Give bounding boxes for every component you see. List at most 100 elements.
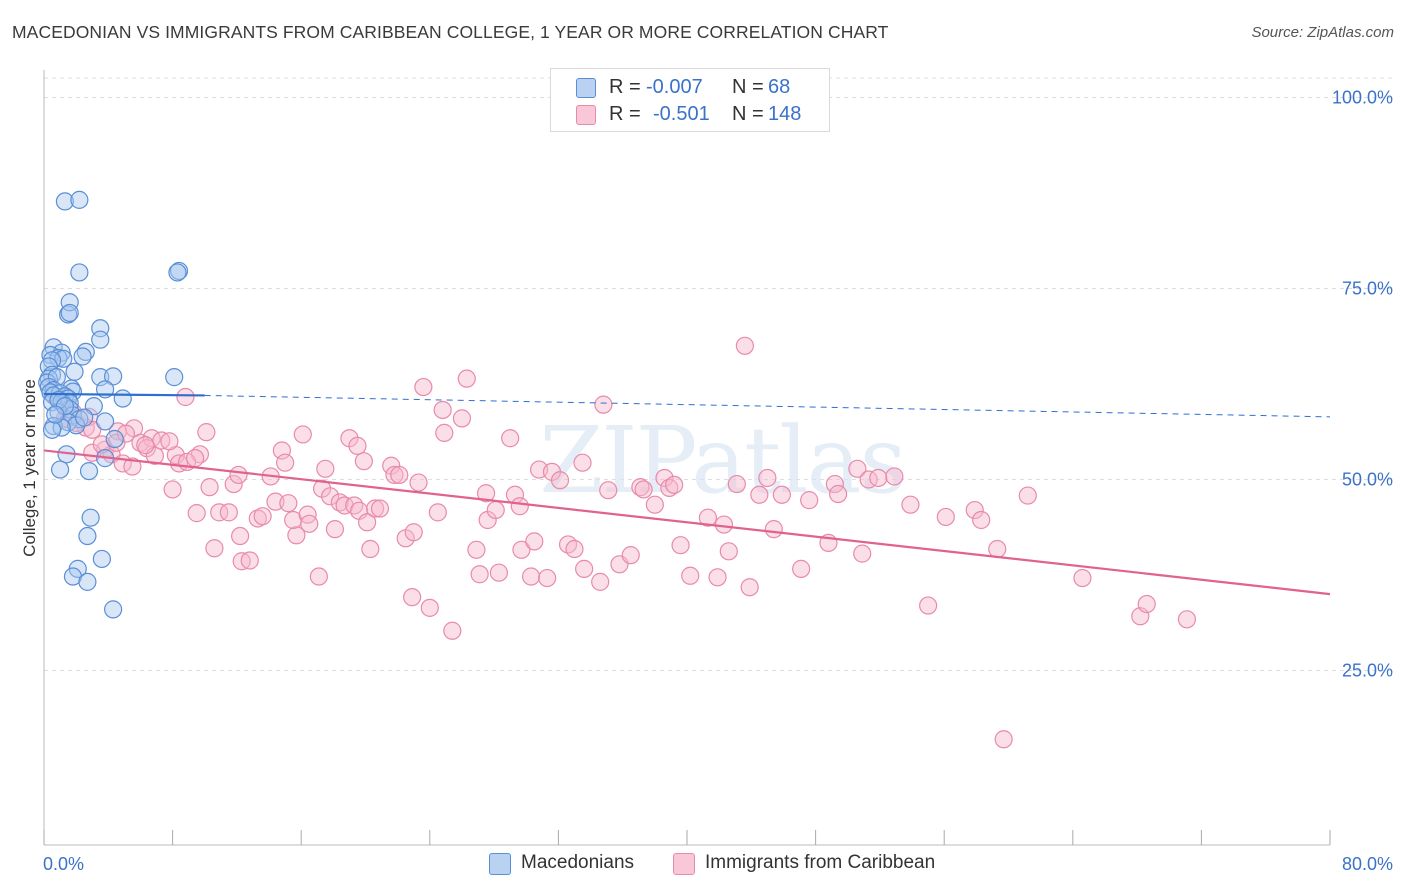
macedonian-point [52,343,71,362]
y-axis-title: College, 1 year or more [20,379,39,557]
caribbean-point [671,536,690,555]
caribbean-point [321,487,340,506]
caribbean-point [714,515,734,534]
caribbean-point [501,429,520,448]
caribbean-point [205,539,224,558]
caribbean-point [510,497,529,516]
bottom-legend-swatch-blue [489,853,511,875]
caribbean-point [750,485,769,504]
macedonian-point [75,408,94,427]
caribbean-trendline [43,449,1331,596]
caribbean-point [698,508,717,527]
macedonian-point [92,549,111,569]
caribbean-point [525,532,544,551]
caribbean-point [248,509,267,528]
y-tick-label: 50.0% [1342,470,1393,490]
caribbean-point [229,465,248,485]
caribbean-point [565,539,584,559]
caribbean-point [403,588,422,607]
caribbean-point [599,481,618,500]
caribbean-point [869,468,888,488]
macedonian-point [73,347,92,366]
caribbean-point [901,495,920,514]
caribbean-point [390,465,409,485]
caribbean-point [231,526,250,546]
macedonian-point [78,526,97,546]
caribbean-point [660,478,679,498]
caribbean-point [457,369,476,388]
caribbean-point [287,526,306,545]
caribbean-point [988,539,1007,559]
legend-n-label: N = [732,76,764,98]
caribbean-point [435,423,454,442]
legend: R = -0.007 N = 68 R = -0.501 N = 148 [550,68,830,132]
caribbean-point [591,572,610,591]
macedonian-point [168,263,187,282]
y-tick-label: 100.0% [1332,88,1393,108]
macedonian-point [62,379,81,398]
caribbean-point [825,474,844,494]
legend-swatch-blue [576,78,596,98]
legend-n-label: N = [732,103,764,125]
caribbean-point [645,495,664,514]
macedonian-point [104,600,123,619]
caribbean-point [224,474,243,494]
caribbean-point [800,491,819,510]
caribbean-point [735,336,754,355]
x-tick-label: 80.0% [1342,854,1393,874]
macedonian-point [55,192,74,211]
caribbean-point [348,436,367,455]
macedonian-point [46,405,65,424]
caribbean-point [919,596,938,615]
caribbean-point [470,565,489,584]
macedonian-point [50,460,70,479]
chart-source: Source: ZipAtlas.com [1251,24,1394,41]
macedonian-trendline-extension [204,394,1331,418]
macedonian-point [79,461,99,481]
caribbean-point [160,432,179,451]
caribbean-point [325,520,345,539]
macedonian-point [70,190,89,209]
caribbean-point [727,474,746,494]
macedonian-point [91,330,110,349]
caribbean-point [573,453,592,472]
macedonian-point [65,362,84,381]
caribbean-point [240,551,259,570]
caribbean-point [361,539,380,559]
macedonian-point [105,429,124,449]
caribbean-point [358,513,377,532]
caribbean-point [792,559,811,578]
caribbean-point [965,500,984,520]
caribbean-point [385,465,404,485]
macedonian-point [81,508,100,527]
caribbean-point [740,578,759,597]
caribbean-point [936,507,955,527]
macedonian-point [70,263,89,282]
caribbean-point [298,505,317,524]
trendlines [43,392,1331,596]
tick-labels: 25.0% 50.0% 75.0% 100.0% 0.0% 80.0% [43,88,1393,875]
legend-r-label: R = [609,76,641,98]
caribbean-point [1018,486,1037,505]
caribbean-point [404,523,423,542]
caribbean-point [123,457,142,476]
legend-n-value: 148 [768,103,802,125]
caribbean-point [764,520,783,539]
bottom-legend-label: Immigrants from Caribbean [705,852,936,873]
caribbean-point [366,499,385,518]
blue-series-points [38,190,189,619]
bottom-legend-label: Macedonians [521,852,635,873]
macedonian-point [60,303,79,323]
caribbean-point [276,453,295,472]
legend-r-value: -0.501 [653,103,710,125]
caribbean-point [512,540,531,559]
caribbean-point [575,559,594,578]
caribbean-point [594,395,613,414]
caribbean-point [316,459,335,478]
macedonian-point [165,368,184,387]
caribbean-point [176,387,195,407]
caribbean-point [994,730,1013,749]
pink-series-points [50,336,1197,749]
caribbean-point [300,514,319,533]
